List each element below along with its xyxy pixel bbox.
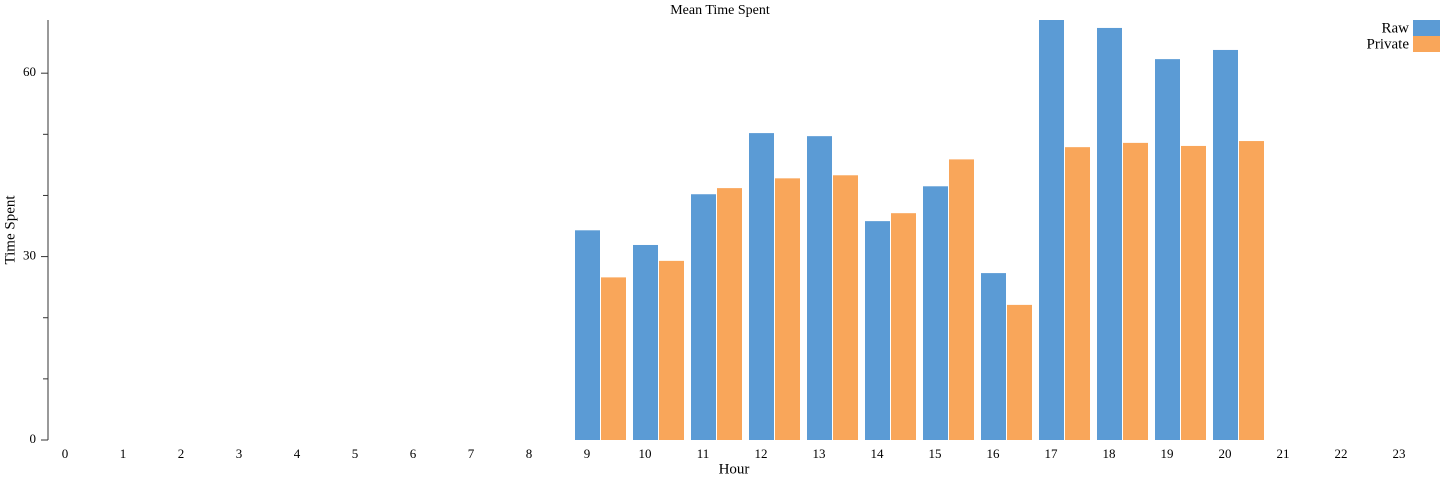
bar: [833, 175, 858, 440]
x-tick-label: 4: [294, 446, 301, 461]
x-tick-label: 8: [526, 446, 533, 461]
legend-label: Raw: [1382, 20, 1410, 36]
x-tick-label: 6: [410, 446, 417, 461]
x-tick-label: 12: [755, 446, 768, 461]
x-tick-label: 22: [1335, 446, 1348, 461]
y-tick-label: 60: [23, 64, 36, 79]
x-tick-label: 3: [236, 446, 243, 461]
x-axis-label: Hour: [719, 461, 750, 477]
bar: [981, 273, 1006, 440]
x-tick-label: 7: [468, 446, 475, 461]
legend-label: Private: [1367, 36, 1410, 52]
bar: [807, 136, 832, 440]
bar: [1181, 145, 1206, 441]
bar: [1039, 20, 1064, 440]
bar: [659, 260, 684, 440]
bar: [775, 178, 800, 440]
bar: [601, 277, 626, 440]
bar: [1239, 141, 1264, 440]
bar: [1213, 49, 1238, 441]
legend-swatch: [1413, 20, 1440, 36]
x-tick-label: 1: [120, 446, 127, 461]
bar: [1097, 27, 1122, 440]
bar: [1065, 147, 1090, 441]
x-tick-label: 0: [62, 446, 69, 461]
bar: [749, 133, 774, 440]
x-tick-label: 14: [871, 446, 885, 461]
x-tick-label: 13: [813, 446, 826, 461]
bar: [949, 159, 974, 440]
y-tick-label: 0: [30, 431, 37, 446]
x-tick-label: 5: [352, 446, 359, 461]
legend-swatch: [1413, 36, 1440, 52]
bar: [575, 230, 600, 440]
bar: [1007, 304, 1032, 440]
x-tick-label: 18: [1103, 446, 1116, 461]
x-tick-label: 11: [697, 446, 710, 461]
bar: [865, 221, 890, 440]
x-tick-label: 21: [1277, 446, 1290, 461]
y-axis-label: Time Spent: [2, 195, 18, 265]
bar: [691, 194, 716, 440]
x-tick-label: 20: [1219, 446, 1232, 461]
x-tick-label: 19: [1161, 446, 1174, 461]
x-tick-label: 23: [1393, 446, 1406, 461]
x-tick-label: 10: [639, 446, 652, 461]
bar: [1155, 59, 1180, 440]
chart-title: Mean Time Spent: [670, 3, 770, 18]
x-tick-label: 16: [987, 446, 1001, 461]
bar: [633, 244, 658, 440]
x-tick-label: 15: [929, 446, 942, 461]
bar: [1123, 142, 1148, 441]
x-tick-label: 9: [584, 446, 591, 461]
y-tick-label: 30: [23, 248, 36, 263]
x-tick-label: 17: [1045, 446, 1059, 461]
bar: [891, 213, 916, 440]
x-tick-label: 2: [178, 446, 185, 461]
bar: [717, 188, 742, 440]
bar: [923, 186, 948, 440]
